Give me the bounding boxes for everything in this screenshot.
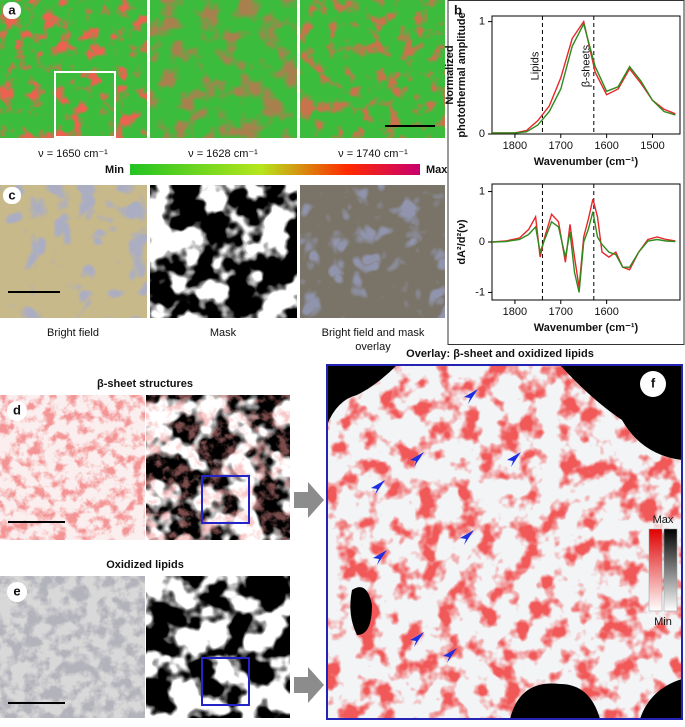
roi-box xyxy=(54,71,116,138)
heatmap-texture xyxy=(150,0,297,138)
panel-label: f xyxy=(651,375,656,390)
y-axis-label: Normalized xyxy=(444,45,456,104)
arrowhead xyxy=(460,530,474,545)
series-line xyxy=(492,21,676,134)
caption: ν = 1628 cm⁻¹ xyxy=(188,148,258,160)
panel-c: c Bright field Mask Bright field and mas… xyxy=(0,185,445,353)
mask-texture xyxy=(150,185,297,318)
image-texture xyxy=(146,395,290,540)
panel-label: d xyxy=(13,402,21,417)
colorbar xyxy=(130,164,420,175)
x-tick-label: 1600 xyxy=(594,140,618,152)
x-tick-label: 1800 xyxy=(503,140,527,152)
reference-label: β-sheets xyxy=(581,44,593,87)
heatmap-texture xyxy=(300,0,445,138)
caption: overlay xyxy=(355,341,391,353)
label-badge xyxy=(7,401,27,421)
panel-label: c xyxy=(8,187,15,202)
arrow xyxy=(294,667,324,703)
plot-frame xyxy=(491,15,681,135)
mask-region xyxy=(640,679,682,719)
x-tick-label: 1800 xyxy=(503,306,527,318)
image-texture xyxy=(0,395,145,540)
panel-title: Overlay: β-sheet and oxidized lipids xyxy=(406,348,594,360)
image-texture xyxy=(327,365,682,719)
label-badge xyxy=(3,2,21,19)
series-line xyxy=(491,211,676,293)
x-tick-label: 1500 xyxy=(640,140,664,152)
x-tick-label: 1700 xyxy=(549,306,573,318)
y-tick-label: -1 xyxy=(475,286,485,298)
panel-a: a ν = 1650 cm⁻¹ ν = 1628 cm⁻¹ ν = 1740 c… xyxy=(0,0,448,176)
image-texture xyxy=(146,576,290,718)
image-texture xyxy=(0,576,145,718)
series-line xyxy=(492,19,676,134)
panel-title: Oxidized lipids xyxy=(106,559,184,571)
y-axis-label: photothermal amplitude xyxy=(456,12,468,137)
arrowhead xyxy=(373,550,387,565)
panel-border xyxy=(326,364,683,720)
label-badge xyxy=(449,1,466,18)
panel-e: Oxidized lipids e xyxy=(0,559,290,718)
x-axis-label: Wavenumber (cm⁻¹) xyxy=(534,322,639,334)
panel-title: β-sheet structures xyxy=(97,378,193,390)
colorbar-min: Min xyxy=(105,164,124,176)
label-badge xyxy=(3,187,21,204)
roi-box xyxy=(201,657,250,706)
label-badge xyxy=(7,582,27,602)
arrowhead xyxy=(371,480,385,495)
x-tick-label: 1600 xyxy=(594,306,618,318)
caption: ν = 1650 cm⁻¹ xyxy=(38,148,108,160)
arrowhead xyxy=(410,452,424,467)
colorbar-gray xyxy=(663,528,678,612)
colorbar-max: Max xyxy=(653,514,674,526)
colorbar-max: Max xyxy=(426,164,448,176)
arrowhead xyxy=(507,452,521,467)
plot-frame xyxy=(491,183,681,301)
bright-field-texture xyxy=(0,185,147,318)
panel-f: Overlay: β-sheet and oxidized lipids f M… xyxy=(326,348,683,720)
y-tick-label: 0 xyxy=(479,236,485,248)
colorbar-min: Min xyxy=(654,616,672,628)
panel-label: e xyxy=(13,583,20,598)
mask-region xyxy=(327,365,397,425)
caption: Mask xyxy=(210,327,237,339)
reference-label: Lipids xyxy=(529,51,541,80)
x-axis-label: Wavenumber (cm⁻¹) xyxy=(534,156,639,168)
roi-box xyxy=(201,475,250,524)
y-axis-label: dA²/d²(ν) xyxy=(456,219,468,265)
panel-b: b xyxy=(447,0,685,345)
caption: Bright field and mask xyxy=(322,327,425,339)
caption: ν = 1740 cm⁻¹ xyxy=(338,148,408,160)
y-tick-label: 0 xyxy=(479,128,485,140)
arrowhead xyxy=(464,389,478,404)
mask-region xyxy=(510,683,600,719)
arrowheads xyxy=(371,389,521,663)
overlay-texture xyxy=(300,185,445,318)
panel-label: a xyxy=(8,2,16,17)
panel-label: b xyxy=(454,2,462,17)
colorbar-red xyxy=(648,528,663,612)
x-tick-label: 1700 xyxy=(549,140,573,152)
label-badge xyxy=(640,371,666,397)
panel-border xyxy=(447,0,685,345)
caption: Bright field xyxy=(47,327,99,339)
arrow xyxy=(294,482,324,518)
mask-region xyxy=(350,587,372,635)
arrowhead xyxy=(410,632,424,647)
panel-d: β-sheet structures d xyxy=(0,378,290,540)
y-tick-label: 1 xyxy=(479,16,485,28)
arrowhead xyxy=(443,648,457,663)
y-tick-label: 1 xyxy=(479,185,485,197)
heatmap-texture xyxy=(0,0,147,138)
